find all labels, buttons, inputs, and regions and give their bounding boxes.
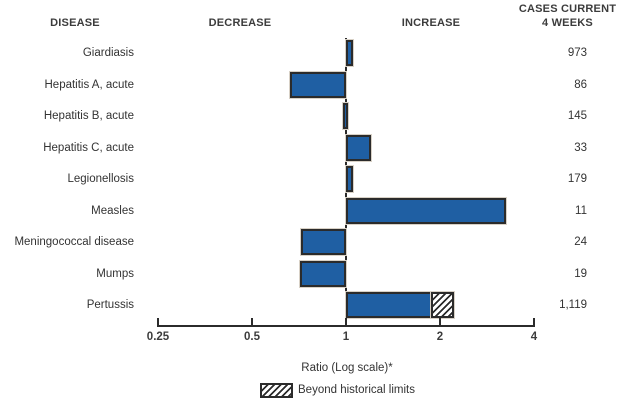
x-axis-tick-label: 2 <box>436 331 444 343</box>
x-axis-tick-label: 4 <box>530 331 538 343</box>
x-axis-tick-label: 0.25 <box>146 331 170 343</box>
ratio-bar-decrease <box>298 260 347 288</box>
ratio-bar-increase <box>345 197 507 225</box>
disease-label: Hepatitis B, acute <box>43 110 134 122</box>
ratio-bar-increase <box>345 134 372 162</box>
x-axis-title: Ratio (Log scale)* <box>301 362 393 374</box>
cases-value: 179 <box>567 173 587 185</box>
column-header-cases: CASES CURRENT 4 WEEKS <box>505 2 630 30</box>
x-axis-tick-label: 1 <box>342 331 350 343</box>
cases-value: 11 <box>575 205 587 217</box>
cases-value: 86 <box>574 79 587 91</box>
ratio-bar-decrease <box>288 71 347 99</box>
disease-label: Hepatitis A, acute <box>44 79 135 91</box>
x-axis-tick <box>533 318 535 326</box>
ratio-bar-decrease <box>300 228 347 256</box>
legend-label: Beyond historical limits <box>298 384 415 396</box>
cases-value: 1,119 <box>559 299 587 311</box>
hatched-swatch-icon <box>260 383 293 398</box>
column-header-disease: DISEASE <box>50 17 100 29</box>
column-header-cases-line1: CASES CURRENT <box>518 3 617 15</box>
column-header-increase: INCREASE <box>401 17 461 29</box>
cases-value: 24 <box>574 236 587 248</box>
x-axis-tick <box>251 318 253 326</box>
ratio-bar-increase <box>345 39 354 67</box>
disease-label: Legionellosis <box>67 173 135 185</box>
disease-label: Mumps <box>96 268 134 280</box>
x-axis-tick <box>345 318 347 326</box>
disease-label: Meningococcal disease <box>14 236 134 248</box>
column-header-cases-line2: 4 WEEKS <box>542 17 593 29</box>
x-axis-tick <box>157 318 159 326</box>
ratio-bar-increase <box>345 165 354 193</box>
ratio-bar-increase <box>344 291 435 319</box>
column-header-decrease: DECREASE <box>208 17 272 29</box>
cases-value: 145 <box>567 110 587 122</box>
x-axis-tick-label: 0.5 <box>244 331 260 343</box>
cases-value: 19 <box>574 268 587 280</box>
cases-value: 33 <box>574 142 587 154</box>
disease-label: Measles <box>91 205 134 217</box>
disease-label: Pertussis <box>86 299 134 311</box>
cases-value: 973 <box>567 47 587 59</box>
disease-label: Giardiasis <box>82 47 134 59</box>
disease-label: Hepatitis C, acute <box>43 142 134 154</box>
ratio-bar-decrease <box>342 102 350 130</box>
x-axis-tick <box>439 318 441 326</box>
beyond-historical-limits-bar <box>430 291 456 319</box>
x-axis-line <box>157 325 535 327</box>
